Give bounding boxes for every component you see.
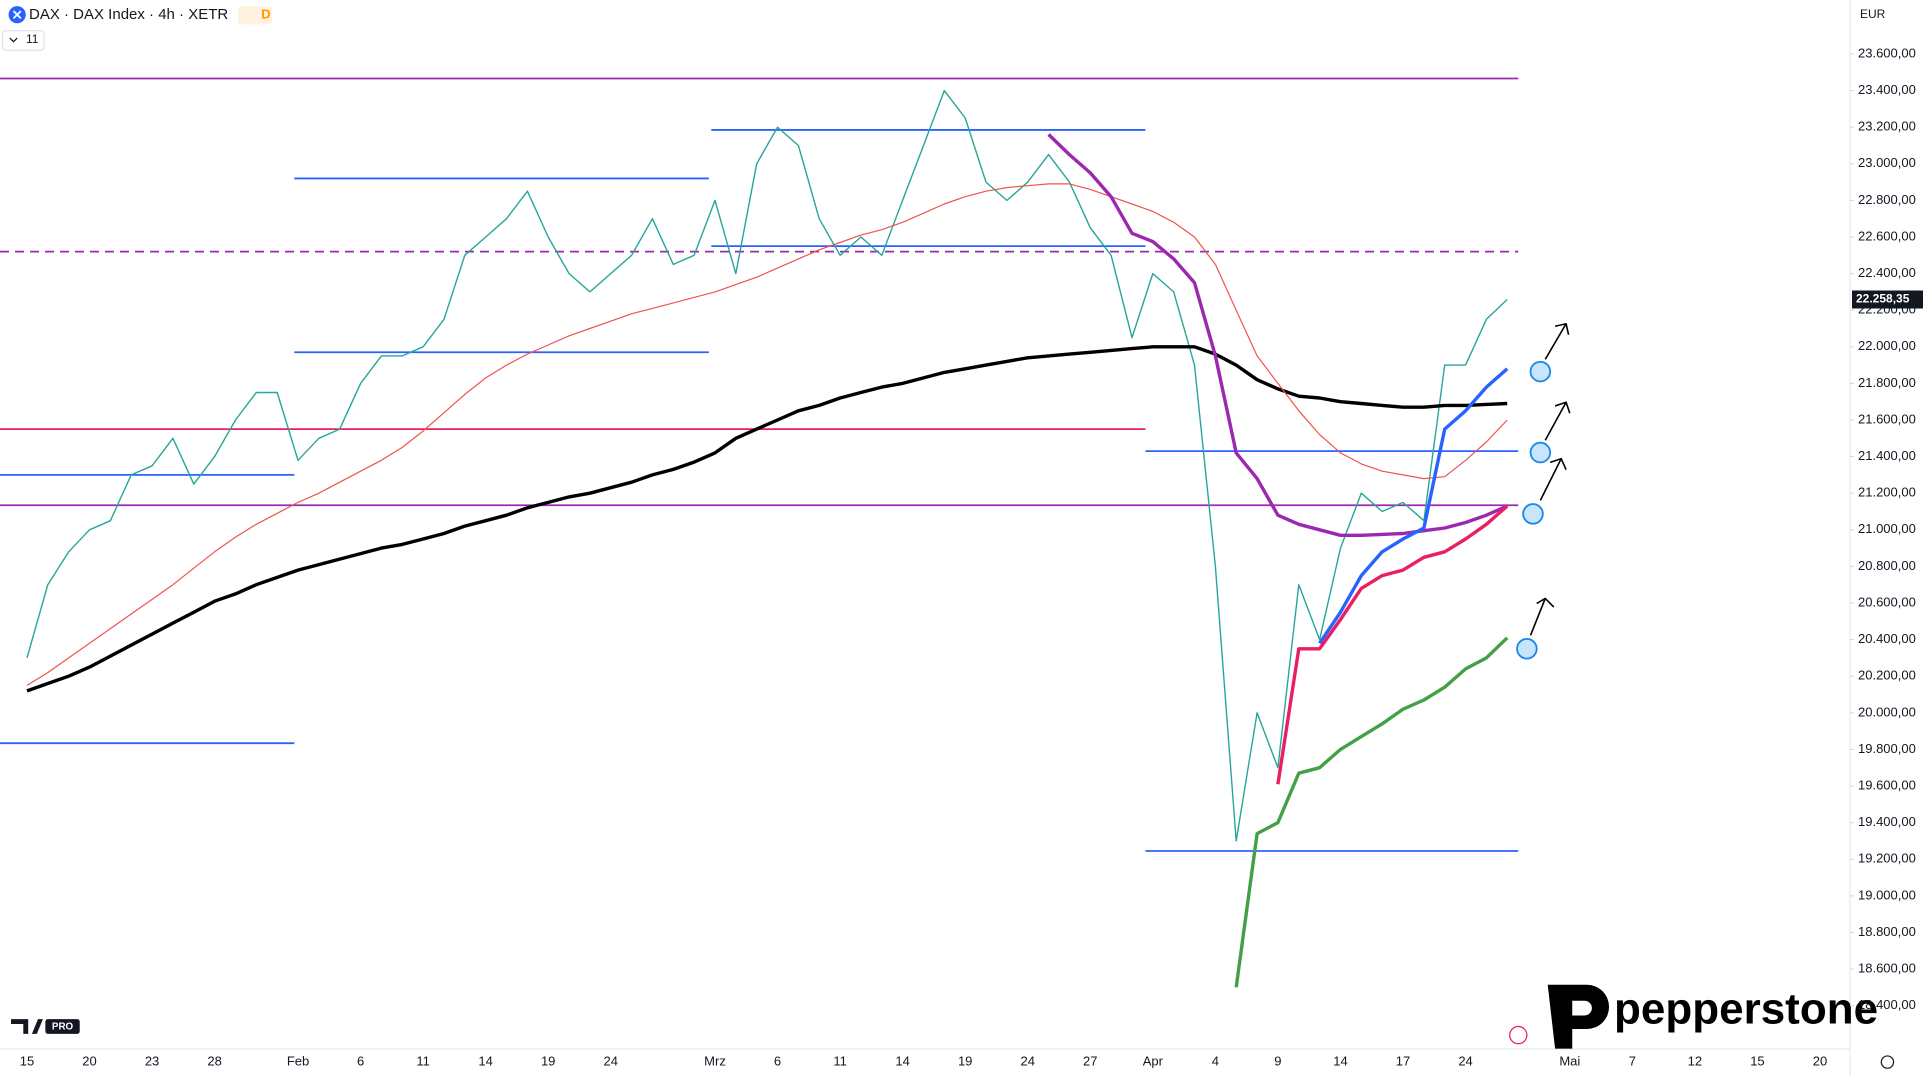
arrow [1529, 597, 1555, 636]
y-tick-label: 20.600,00 [1858, 594, 1916, 609]
x-tick-label: 24 [1458, 1053, 1472, 1068]
badge: D [261, 6, 270, 21]
y-tick-label: 23.000,00 [1858, 155, 1916, 170]
y-tick-label: 19.200,00 [1858, 851, 1916, 866]
symbol-icon-glyph [12, 10, 22, 20]
x-tick-label: 28 [207, 1053, 221, 1068]
y-tick-label: 22.600,00 [1858, 228, 1916, 243]
series-line [1047, 133, 1508, 537]
y-tick-label: 23.600,00 [1858, 45, 1916, 60]
y-tick-label: 22.400,00 [1858, 265, 1916, 280]
x-tick-label: 11 [833, 1053, 847, 1068]
arrows [1529, 322, 1571, 636]
y-tick-label: 20.200,00 [1858, 668, 1916, 683]
x-tick-label: 14 [895, 1053, 909, 1068]
y-tick-label: 21.800,00 [1858, 375, 1916, 390]
series-line [1276, 504, 1509, 785]
y-tick-label: 22.000,00 [1858, 338, 1916, 353]
settings-icon[interactable] [1880, 1055, 1895, 1069]
x-tick-label: 6 [357, 1053, 364, 1068]
x-tick-label: 14 [478, 1053, 492, 1068]
annotations: PRO [1, 6, 1895, 1069]
arrow [1539, 457, 1567, 501]
brand-logo [1547, 984, 1610, 1049]
x-tick-label: 15 [1750, 1053, 1764, 1068]
circle-marker [1529, 441, 1552, 464]
y-tick-label: 22.800,00 [1858, 192, 1916, 207]
tv-pro-badge [45, 1019, 80, 1034]
brand-name: pepperstone [1614, 985, 1878, 1034]
y-tick-label: 19.400,00 [1858, 814, 1916, 829]
y-tick-label: 23.200,00 [1858, 119, 1916, 134]
y-tick-label: 19.800,00 [1858, 741, 1916, 756]
x-tick-label: 23 [145, 1053, 159, 1068]
currency: EUR [1860, 7, 1886, 21]
circle-marker [1516, 638, 1538, 660]
arrow [1544, 322, 1570, 360]
series-line [26, 345, 1508, 693]
series-layer [0, 77, 1519, 988]
x-tick-label: 27 [1083, 1053, 1097, 1068]
chevron [9, 37, 18, 43]
y-tick-label: 20.000,00 [1858, 704, 1916, 719]
y-tick-label: 21.400,00 [1858, 448, 1916, 463]
circle-markers [1516, 360, 1552, 660]
tv-pro-text: PRO [52, 1022, 74, 1033]
chart-title: DAX · DAX Index · 4h · XETR [29, 6, 228, 23]
x-tick-label: 24 [1020, 1053, 1034, 1068]
x-tick-label: 6 [774, 1053, 781, 1068]
arrow [1544, 401, 1571, 441]
y-tick-label: 21.200,00 [1858, 485, 1916, 500]
badge-bg [237, 6, 273, 25]
series-line [1234, 636, 1509, 988]
x-tick-label: 11 [416, 1053, 430, 1068]
x-tick-label: 19 [958, 1053, 972, 1068]
y-tick-label: 19.600,00 [1858, 777, 1916, 792]
y-tick-label: 19.000,00 [1858, 887, 1916, 902]
y-tick-label: 21.000,00 [1858, 521, 1916, 536]
x-tick-label: Apr [1143, 1053, 1164, 1068]
tv-logo [11, 1019, 43, 1034]
indicator-toggle[interactable] [1, 30, 45, 51]
y-tick-label: 20.400,00 [1858, 631, 1916, 646]
series-line [26, 183, 1508, 686]
y-tick-label: 18.600,00 [1858, 960, 1916, 975]
x-tick-label: 4 [1212, 1053, 1219, 1068]
y-tick-label: 18.800,00 [1858, 924, 1916, 939]
last-price-box [1852, 290, 1923, 309]
x-tick-label: 15 [20, 1053, 34, 1068]
circle-marker [1529, 360, 1552, 383]
brand-logo-hole [1572, 1000, 1592, 1016]
y-tick-label: 23.400,00 [1858, 82, 1916, 97]
x-tick-label: 20 [82, 1053, 96, 1068]
x-tick-label: 20 [1813, 1053, 1827, 1068]
series-line [1318, 367, 1509, 645]
series-line [26, 89, 1508, 842]
circle-marker [1522, 503, 1544, 525]
indicator-count: 11 [26, 32, 39, 46]
x-tick-label: 24 [604, 1053, 618, 1068]
y-tick-label: 20.800,00 [1858, 558, 1916, 573]
x-tick-label: 12 [1688, 1053, 1702, 1068]
x-tick-label: Feb [287, 1053, 309, 1068]
x-tick-label: Mrz [704, 1053, 726, 1068]
last-price-label: 22.258,35 [1856, 292, 1910, 306]
y-tick-label: 21.600,00 [1858, 411, 1916, 426]
x-tick-label: 9 [1274, 1053, 1281, 1068]
x-tick-label: 19 [541, 1053, 555, 1068]
lightning-icon[interactable] [1509, 1025, 1528, 1045]
x-tick-label: 14 [1333, 1053, 1347, 1068]
x-tick-label: Mai [1559, 1053, 1580, 1068]
x-tick-label: 17 [1396, 1053, 1410, 1068]
y-tick-label: 18.400,00 [1858, 997, 1916, 1012]
x-tick-label: 7 [1629, 1053, 1636, 1068]
